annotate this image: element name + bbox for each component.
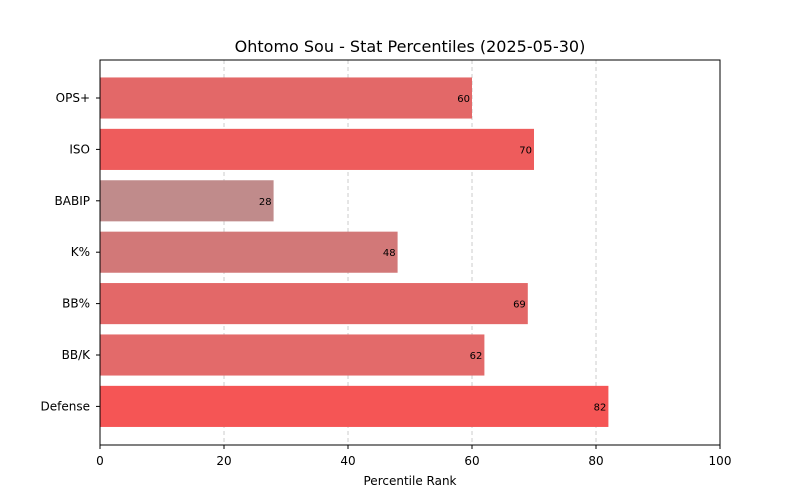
- x-tick-label: 20: [216, 454, 231, 468]
- y-tick-label: BB/K: [62, 348, 92, 362]
- data-label: 70: [519, 145, 532, 156]
- x-axis-ticks: 0 20 40 60 80 100: [96, 445, 731, 468]
- y-tick-label: ISO: [69, 142, 90, 156]
- data-label: 62: [470, 351, 483, 362]
- data-label: 82: [594, 402, 607, 413]
- y-tick-label: K%: [71, 245, 90, 259]
- bar: [100, 77, 472, 119]
- bar: [100, 385, 609, 427]
- y-tick-label: OPS+: [56, 91, 90, 105]
- bars: [100, 77, 609, 427]
- x-tick-label: 40: [340, 454, 355, 468]
- y-tick-label: BABIP: [55, 194, 90, 208]
- x-tick-label: 100: [709, 454, 732, 468]
- data-labels: 60 70 28 48 69 62 82: [259, 94, 607, 413]
- bar: [100, 128, 534, 170]
- x-tick-label: 60: [464, 454, 479, 468]
- x-tick-label: 80: [588, 454, 603, 468]
- data-label: 69: [513, 300, 526, 311]
- y-tick-label: Defense: [41, 399, 90, 413]
- bar: [100, 231, 398, 273]
- data-label: 48: [383, 248, 396, 259]
- data-label: 28: [259, 197, 272, 208]
- bar: [100, 180, 274, 222]
- chart-title: Ohtomo Sou - Stat Percentiles (2025-05-3…: [235, 37, 586, 56]
- x-tick-label: 0: [96, 454, 104, 468]
- data-label: 60: [457, 94, 470, 105]
- y-tick-label: BB%: [62, 297, 90, 311]
- x-axis-label: Percentile Rank: [364, 474, 457, 488]
- bar: [100, 334, 485, 376]
- y-axis-ticks: OPS+ ISO BABIP K% BB% BB/K Defense: [41, 91, 100, 413]
- bar: [100, 283, 528, 325]
